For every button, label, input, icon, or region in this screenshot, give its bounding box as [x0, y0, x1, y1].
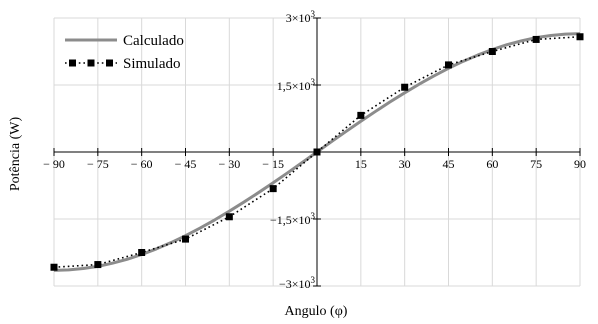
data-point-simulado	[138, 249, 146, 256]
x-tick-label: − 60	[131, 157, 153, 171]
x-tick-label: 45	[443, 157, 455, 171]
x-tick-label: − 45	[175, 157, 197, 171]
x-tick-label: 60	[486, 157, 498, 171]
y-axis-title: Potência (W)	[8, 117, 23, 192]
data-point-simulado	[488, 48, 496, 55]
y-tick-labels: 3×103 1,5×103 −1,5×103 −3×103	[270, 9, 316, 291]
x-axis-title: Angulo (φ)	[285, 304, 348, 319]
y-tick-label: −3×103	[279, 275, 316, 291]
x-tick-label: − 75	[87, 157, 109, 171]
data-point-simulado	[50, 263, 58, 271]
x-tick-label: − 30	[218, 157, 240, 171]
x-tick-labels: − 90 − 75 − 60 − 45 − 30 − 15 15 30 45 60 75 90	[43, 157, 586, 171]
data-point-simulado	[182, 235, 189, 243]
x-tick-label: 30	[399, 157, 411, 171]
y-tick-label: 1,5×103	[277, 77, 316, 93]
data-point-simulado	[94, 261, 102, 269]
data-point-simulado	[532, 35, 540, 43]
data-point-simulado	[401, 83, 409, 91]
data-point-simulado	[269, 185, 277, 193]
x-tick-label: 75	[530, 157, 542, 171]
data-point-simulado	[357, 111, 365, 119]
x-tick-label: 90	[574, 157, 586, 171]
y-tick-label: 3×103	[286, 9, 316, 25]
legend-label-simulado: Simulado	[123, 56, 181, 72]
legend-marker-simulado-2	[87, 59, 95, 67]
legend-item-simulado: Simulado	[65, 56, 181, 72]
x-tick-label: − 90	[43, 157, 65, 171]
legend-item-calculado: Calculado	[65, 33, 184, 49]
data-point-simulado	[313, 148, 321, 156]
y-tick-label: −1,5×103	[270, 211, 316, 227]
data-point-simulado	[576, 33, 584, 41]
legend: Calculado Simulado	[65, 33, 184, 72]
data-point-simulado	[445, 61, 452, 69]
legend-marker-simulado-3	[106, 59, 113, 67]
x-tick-label: − 15	[262, 157, 284, 171]
data-point-simulado	[225, 213, 233, 221]
series-layer	[50, 32, 584, 272]
legend-marker-simulado-1	[69, 59, 76, 67]
legend-label-calculado: Calculado	[123, 33, 184, 49]
x-tick-label: 15	[355, 157, 367, 171]
